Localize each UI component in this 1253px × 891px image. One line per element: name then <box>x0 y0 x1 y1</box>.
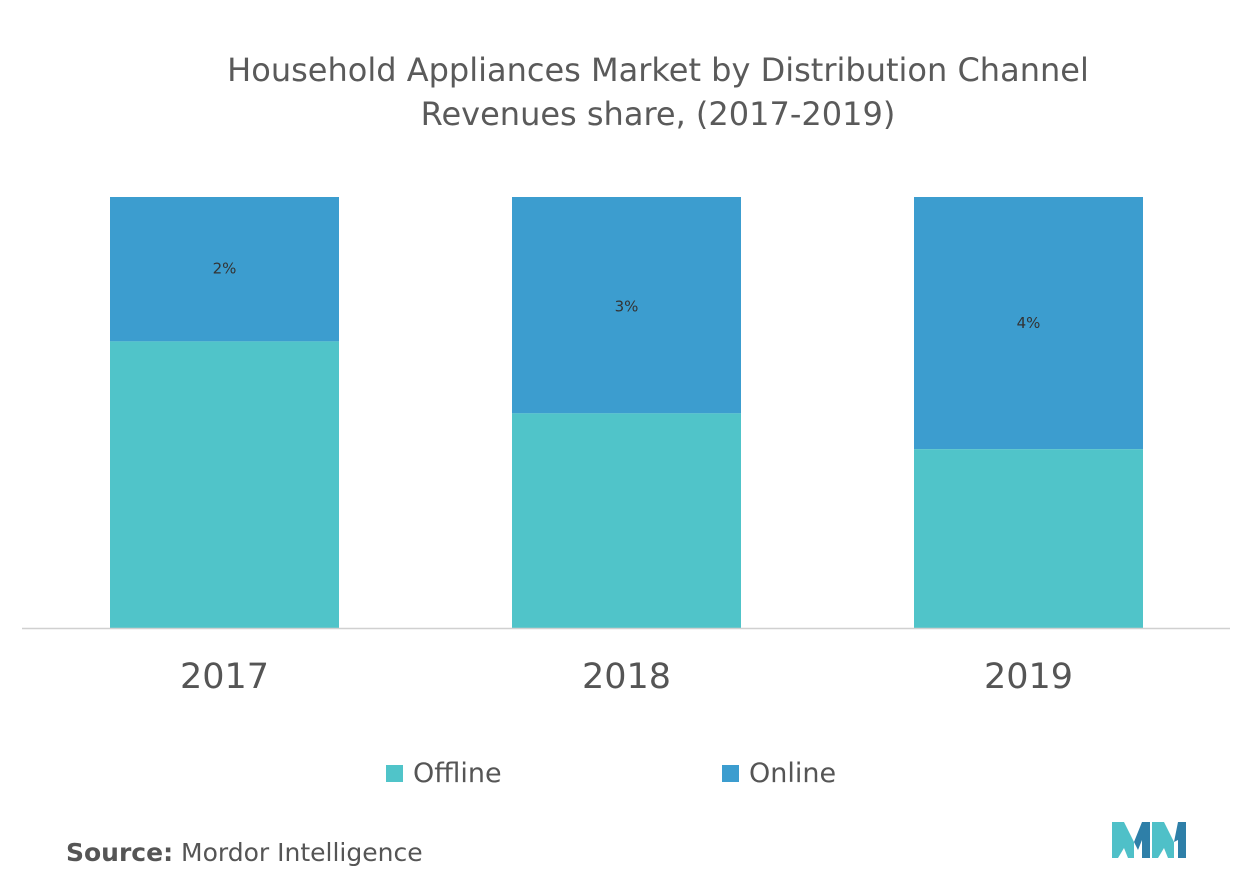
source-text: Mordor Intelligence <box>173 838 423 867</box>
chart-legend: Offline Online <box>0 758 1253 794</box>
legend-swatch-online <box>722 765 739 782</box>
data-label-online-2018: 3% <box>615 298 639 316</box>
legend-swatch-offline <box>386 765 403 782</box>
legend-item-online: Online <box>722 758 836 789</box>
legend-item-offline: Offline <box>386 758 502 789</box>
bar-offline-2019 <box>914 449 1143 628</box>
data-label-online-2017: 2% <box>213 260 237 278</box>
bar-online-2017 <box>110 197 339 342</box>
x-tick-label-2019: 2019 <box>984 657 1073 697</box>
x-tick-label-2018: 2018 <box>582 657 671 697</box>
source-prefix: Source: <box>66 838 174 867</box>
bar-offline-2018 <box>512 413 741 628</box>
x-tick-label-2017: 2017 <box>180 657 269 697</box>
legend-label-online: Online <box>749 758 837 789</box>
bar-online-2019 <box>914 197 1143 450</box>
mordor-intelligence-logo-icon <box>1112 822 1186 858</box>
chart-title: Household Appliances Market by Distribut… <box>0 48 1253 136</box>
bar-offline-2017 <box>110 341 339 628</box>
bar-online-2018 <box>512 197 741 414</box>
chart-title-line2: Revenues share, (2017-2019) <box>420 95 896 133</box>
legend-label-offline: Offline <box>413 758 502 789</box>
source-note: Source: Mordor Intelligence <box>66 838 423 867</box>
data-label-online-2019: 4% <box>1017 314 1041 332</box>
chart-title-line1: Household Appliances Market by Distribut… <box>227 51 1089 89</box>
